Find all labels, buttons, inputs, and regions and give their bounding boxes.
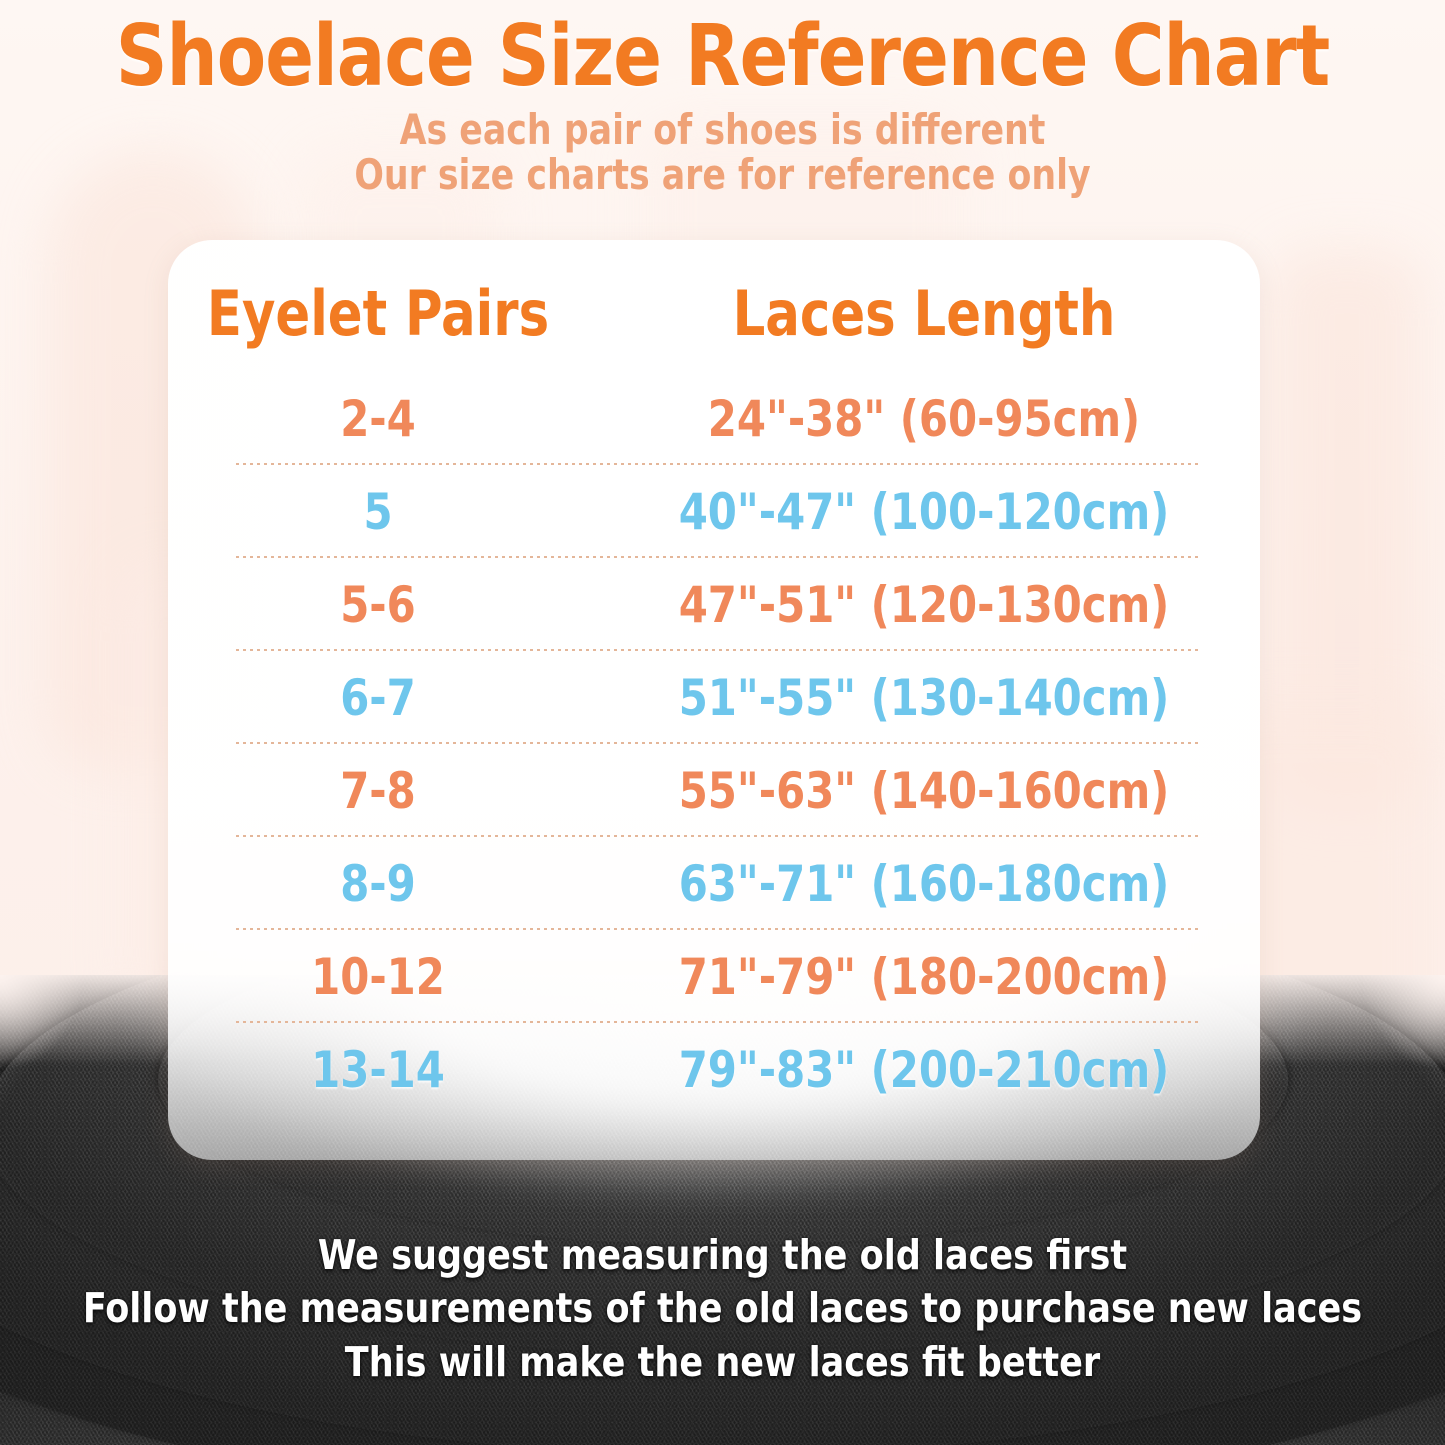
header: Shoelace Size Reference Chart As each pa… <box>0 0 1445 197</box>
table-row: 10-12 71"-79" (180-200cm) <box>168 930 1260 1023</box>
cell-laces-length: 55"-63" (140-160cm) <box>678 761 1170 820</box>
table-header-row: Eyelet Pairs Laces Length <box>168 240 1260 372</box>
cell-laces-length: 47"-51" (120-130cm) <box>678 575 1170 634</box>
footer-line-2: Follow the measurements of the old laces… <box>82 1284 1363 1333</box>
row-separator <box>236 649 1200 651</box>
subtitle-line-1: As each pair of shoes is different <box>399 104 1046 154</box>
table-row: 8-9 63"-71" (160-180cm) <box>168 837 1260 930</box>
table-row: 5 40"-47" (100-120cm) <box>168 465 1260 558</box>
cell-eyelet-pairs: 6-7 <box>340 668 416 727</box>
footer-instructions: We suggest measuring the old laces first… <box>36 1229 1409 1389</box>
table-row: 2-4 24"-38" (60-95cm) <box>168 372 1260 465</box>
table-row: 7-8 55"-63" (140-160cm) <box>168 744 1260 837</box>
row-separator <box>236 463 1200 465</box>
table-row: 13-14 79"-83" (200-210cm) <box>168 1023 1260 1116</box>
cell-laces-length: 63"-71" (160-180cm) <box>678 854 1170 913</box>
column-header-laces-length: Laces Length <box>732 276 1116 350</box>
cell-eyelet-pairs: 5-6 <box>340 575 416 634</box>
page-subtitle: As each pair of shoes is different Our s… <box>58 104 1387 200</box>
size-chart-card: Eyelet Pairs Laces Length 2-4 24"-38" (60… <box>168 240 1260 1160</box>
cell-laces-length: 40"-47" (100-120cm) <box>678 482 1170 541</box>
footer-line-1: We suggest measuring the old laces first <box>317 1231 1128 1280</box>
page-title: Shoelace Size Reference Chart <box>115 7 1330 106</box>
table-row: 6-7 51"-55" (130-140cm) <box>168 651 1260 744</box>
cell-eyelet-pairs: 13-14 <box>311 1040 445 1099</box>
cell-eyelet-pairs: 10-12 <box>311 947 445 1006</box>
table-row: 5-6 47"-51" (120-130cm) <box>168 558 1260 651</box>
subtitle-line-2: Our size charts are for reference only <box>354 150 1091 200</box>
footer-line-3: This will make the new laces fit better <box>344 1337 1101 1386</box>
row-separator <box>236 742 1200 744</box>
cell-eyelet-pairs: 8-9 <box>340 854 416 913</box>
row-separator <box>236 556 1200 558</box>
cell-laces-length: 24"-38" (60-95cm) <box>707 389 1141 448</box>
row-separator <box>236 928 1200 930</box>
cell-laces-length: 79"-83" (200-210cm) <box>678 1040 1170 1099</box>
column-header-eyelet-pairs: Eyelet Pairs <box>206 276 550 350</box>
table-body: 2-4 24"-38" (60-95cm) 5 40"-47" (100-120cm)… <box>168 372 1260 1116</box>
row-separator <box>236 1021 1200 1023</box>
cell-laces-length: 71"-79" (180-200cm) <box>678 947 1170 1006</box>
cell-eyelet-pairs: 5 <box>363 482 393 541</box>
cell-eyelet-pairs: 2-4 <box>340 389 416 448</box>
cell-eyelet-pairs: 7-8 <box>340 761 416 820</box>
photo-corner-fade <box>1295 975 1445 1145</box>
cell-laces-length: 51"-55" (130-140cm) <box>678 668 1170 727</box>
row-separator <box>236 835 1200 837</box>
photo-corner-fade <box>0 975 150 1145</box>
